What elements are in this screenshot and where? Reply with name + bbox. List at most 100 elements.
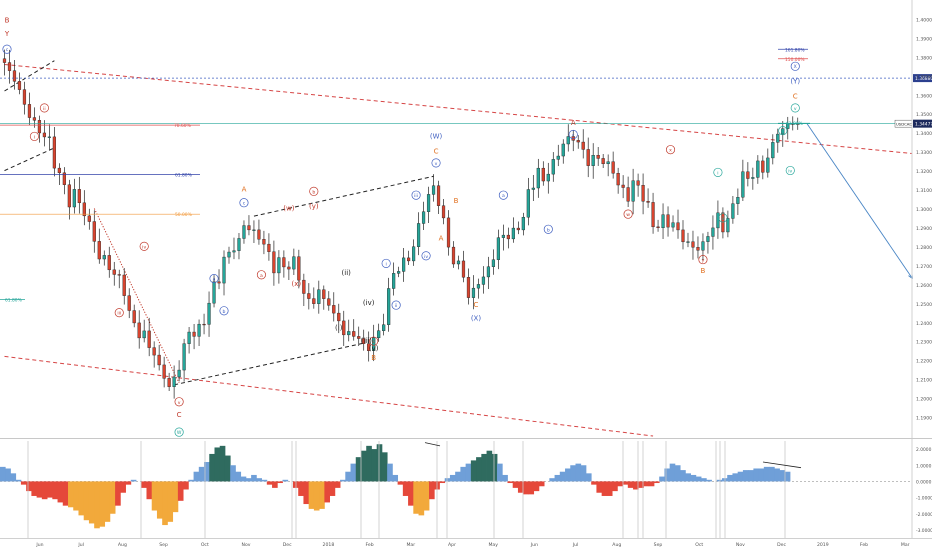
price-tick-label: 1.29000 — [916, 226, 932, 232]
wave-label-circle — [139, 241, 149, 251]
osc-bar — [303, 481, 310, 505]
osc-bar — [753, 468, 760, 482]
candle-body — [122, 274, 126, 296]
candle — [112, 261, 116, 286]
time-tick-label: 2019 — [817, 542, 829, 548]
candle-body — [666, 214, 670, 228]
candle — [402, 248, 406, 282]
wave-label-text: b — [223, 309, 226, 315]
candle — [32, 107, 37, 128]
candle-body — [27, 104, 32, 118]
candle-body — [566, 136, 570, 145]
candle — [277, 250, 281, 284]
time-tick-label: Aug — [118, 542, 127, 548]
osc-bar — [120, 481, 126, 493]
candle-body — [22, 89, 27, 105]
price-tick-label: 1.35000 — [916, 112, 932, 118]
osc-divergence-line — [762, 461, 802, 469]
wave-label-text: (X) — [471, 314, 482, 322]
wave-label: iv — [785, 165, 795, 176]
fib-level-label: 61.80% — [5, 298, 22, 304]
osc-bar — [659, 476, 665, 482]
time-tick-label: Dec — [777, 542, 786, 548]
candle-body — [756, 160, 760, 178]
candle-body — [586, 149, 590, 166]
candle — [192, 323, 196, 350]
osc-bar — [429, 481, 435, 500]
wave-label-circle — [790, 61, 800, 71]
candle — [27, 92, 32, 126]
marker-price-text: 1.36880 — [915, 76, 932, 82]
candle — [302, 273, 306, 307]
candle — [207, 291, 211, 337]
osc-bar — [784, 471, 791, 482]
trend-channel-line — [174, 342, 364, 386]
candle-body — [12, 70, 17, 82]
wave-label-text: a — [502, 194, 505, 199]
osc-bar — [240, 476, 247, 482]
osc-bar — [664, 468, 671, 482]
candle-body — [736, 197, 740, 204]
osc-bar — [209, 453, 215, 482]
candle-body — [307, 293, 311, 299]
candle-body — [127, 295, 131, 311]
osc-bar — [10, 473, 17, 482]
wave-label: C — [434, 148, 439, 156]
candle-body — [516, 227, 520, 231]
osc-bar — [109, 481, 116, 514]
wave-label-text: v — [794, 107, 797, 112]
candle-body — [486, 266, 491, 278]
wave-label-circle — [431, 158, 441, 168]
price-tick-label: 1.39000 — [916, 36, 932, 42]
wave-label: v — [431, 158, 441, 168]
candle — [476, 278, 481, 299]
wave-label-text: iii — [414, 193, 418, 199]
candle-body — [132, 310, 136, 324]
candle — [436, 180, 441, 215]
price-tick-label: 1.31000 — [916, 188, 932, 194]
candle-body — [402, 257, 406, 272]
price-tick-label: 1.19000 — [916, 416, 932, 422]
price-tick-label: 1.40000 — [916, 17, 932, 23]
osc-bar — [355, 457, 362, 482]
wave-label-circle — [39, 103, 49, 113]
candle — [222, 250, 226, 296]
candle-body — [52, 136, 56, 169]
price-tick-label: 1.30000 — [916, 207, 932, 213]
osc-bar — [224, 455, 231, 482]
osc-bar — [31, 481, 38, 496]
candle — [761, 155, 765, 180]
osc-bar — [282, 479, 289, 482]
trend-channel-line — [4, 147, 55, 172]
osc-bar — [533, 481, 540, 492]
candle — [771, 134, 775, 165]
osc-bar — [177, 481, 184, 501]
wave-label: X — [790, 61, 800, 71]
wave-label-text: X — [794, 64, 797, 70]
osc-bar — [449, 474, 456, 482]
wave-label: i — [381, 258, 391, 268]
candle — [631, 168, 635, 215]
candle-body — [97, 241, 101, 260]
candle-body — [646, 201, 650, 203]
candle — [237, 232, 241, 260]
osc-bar — [402, 481, 409, 496]
candle-body — [696, 247, 700, 251]
candle — [372, 324, 376, 362]
price-tick-label: 1.24000 — [916, 321, 932, 327]
candle — [87, 208, 91, 230]
candle-body — [302, 279, 306, 294]
osc-bar — [99, 481, 106, 527]
time-tick-label: Sep — [654, 542, 663, 548]
candle — [666, 206, 670, 237]
candle-body — [751, 177, 755, 179]
candle — [756, 155, 760, 184]
wave-label-circle — [391, 300, 401, 310]
candle — [102, 250, 106, 266]
price-tick-label: 1.20000 — [916, 397, 932, 403]
osc-bar — [214, 447, 221, 482]
wave-label: b — [309, 186, 319, 196]
candle-body — [112, 269, 116, 275]
candle-body — [327, 298, 331, 306]
